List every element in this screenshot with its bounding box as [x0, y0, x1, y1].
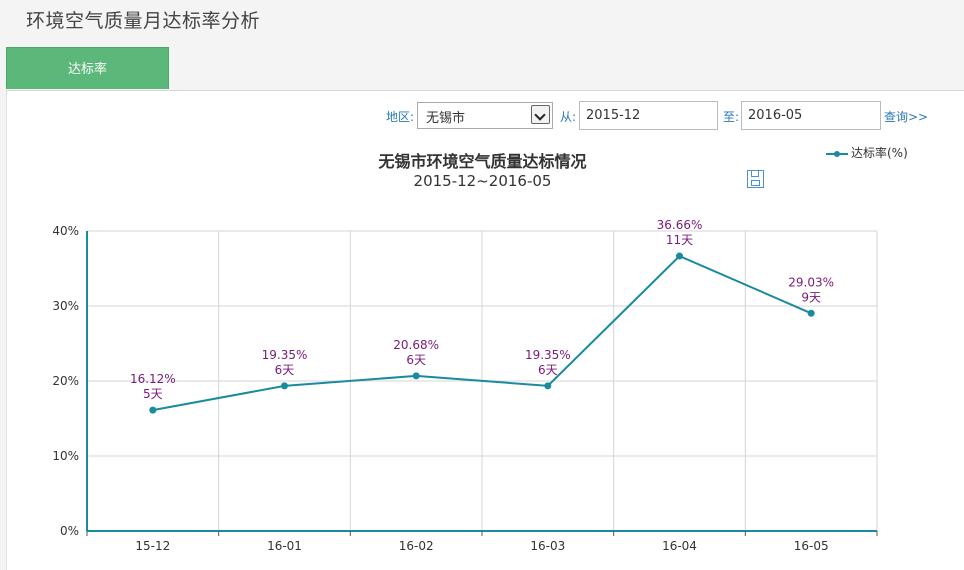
region-select[interactable]: 无锡市	[417, 102, 553, 129]
tab-bar: 达标率	[6, 47, 964, 91]
region-select-value: 无锡市	[426, 111, 466, 126]
legend-item[interactable]: 达标率(%)	[826, 145, 908, 161]
tab-compliance-rate[interactable]: 达标率	[6, 47, 169, 89]
chart-subtitle: 2015-12~2016-05	[413, 172, 552, 190]
series-line	[152, 254, 812, 412]
y-tick-label: 30%	[52, 299, 79, 313]
from-label: 从:	[560, 110, 577, 124]
data-label-percent: 19.35%	[262, 348, 308, 362]
region-label: 地区:	[386, 110, 415, 124]
data-label-days: 9天	[801, 290, 821, 304]
data-label-days: 6天	[406, 353, 426, 367]
data-label-days: 5天	[143, 387, 163, 401]
data-label-percent: 20.68%	[393, 338, 439, 352]
data-point	[544, 382, 552, 390]
chart-title: 无锡市环境空气质量达标情况	[378, 152, 587, 171]
data-label-days: 11天	[666, 233, 693, 247]
data-label-percent: 19.35%	[525, 348, 571, 362]
data-point	[281, 382, 288, 390]
y-tick-label: 0%	[60, 524, 79, 538]
y-tick-label: 40%	[52, 224, 79, 238]
data-label-days: 6天	[275, 363, 295, 377]
data-label-percent: 29.03%	[788, 275, 834, 289]
to-date-input[interactable]	[741, 101, 881, 130]
x-tick-label: 16-02	[399, 539, 434, 553]
from-date-input[interactable]	[579, 101, 718, 130]
chart-axes: 0% 10% 20% 30% 40% 15-12 16-01 16-02 16-03 16-04 1…	[52, 224, 878, 553]
data-point	[807, 309, 815, 317]
data-point	[149, 406, 157, 414]
to-label: 至:	[723, 110, 740, 124]
legend-label: 达标率(%)	[851, 146, 908, 160]
x-tick-label: 15-12	[135, 539, 170, 553]
data-label-percent: 16.12%	[130, 372, 176, 386]
legend-line-marker-icon	[826, 149, 848, 159]
save-icon[interactable]	[747, 170, 764, 188]
y-tick-label: 10%	[52, 449, 79, 463]
query-link[interactable]: 查询>>	[884, 110, 929, 124]
data-label-percent: 36.66%	[657, 218, 703, 232]
data-point	[676, 252, 683, 260]
data-label-days: 6天	[538, 363, 558, 377]
x-tick-label: 16-05	[794, 539, 829, 553]
chart-panel	[6, 90, 964, 570]
chart-series	[149, 252, 815, 414]
page-title: 环境空气质量月达标率分析	[26, 10, 261, 32]
y-tick-label: 20%	[52, 374, 79, 388]
x-tick-label: 16-01	[267, 539, 302, 553]
chevron-down-icon[interactable]	[531, 105, 550, 124]
data-point	[412, 372, 420, 380]
x-tick-label: 16-03	[530, 539, 565, 553]
x-tick-label: 16-04	[662, 539, 697, 553]
